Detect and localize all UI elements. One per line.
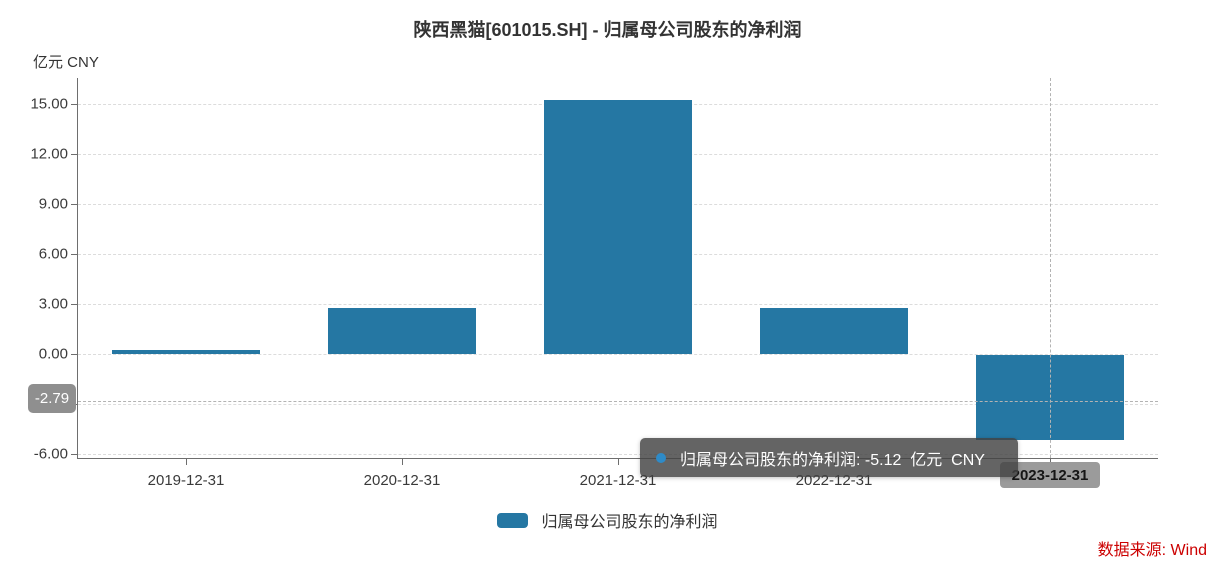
legend-label: 归属母公司股东的净利润 <box>541 514 718 531</box>
plot-area: 15.0012.009.006.003.000.00-3.00-6.002019… <box>30 78 1158 489</box>
y-axis-tick-label: 3.00 <box>38 295 68 313</box>
y-axis-tick-label: 15.00 <box>30 95 68 113</box>
y-axis-tick <box>71 154 77 155</box>
x-axis-tick <box>402 459 403 465</box>
y-axis-tick <box>71 454 77 455</box>
bar-2022-12-31[interactable] <box>760 307 908 354</box>
series-dot-icon <box>656 452 666 463</box>
gridline <box>78 354 1158 355</box>
legend-swatch-icon <box>497 512 529 528</box>
bar-2020-12-31[interactable] <box>328 308 476 354</box>
bar-2021-12-31[interactable] <box>544 100 692 354</box>
x-axis-tick <box>186 459 187 465</box>
tooltip-text: 归属母公司股东的净利润: -5.12 亿元 CNY <box>680 451 985 469</box>
gridline <box>78 404 1158 405</box>
x-axis-tick <box>618 459 619 465</box>
x-axis-tick-label: 2019-12-31 <box>147 472 225 489</box>
x-axis-line <box>77 458 1158 459</box>
y-axis-tick <box>71 254 77 255</box>
tooltip: 归属母公司股东的净利润: -5.12 亿元 CNY <box>640 438 1018 477</box>
y-axis-tick <box>71 204 77 205</box>
x-axis-tick-label: 2021-12-31 <box>579 472 657 489</box>
y-axis-tick-label: 0.00 <box>38 345 68 363</box>
y-axis-tick-label: 6.00 <box>38 245 68 263</box>
y-axis-tick-label: 12.00 <box>30 145 68 163</box>
y-axis-tick <box>71 304 77 305</box>
y-axis-tick <box>71 104 77 105</box>
y-axis-line <box>77 78 78 459</box>
y-axis-tick <box>71 354 77 355</box>
y-axis-tick-label: 9.00 <box>38 195 68 213</box>
x-axis-tick-label: 2020-12-31 <box>363 472 441 489</box>
crosshair-vertical-line <box>1050 78 1051 458</box>
data-source-note: 数据来源: Wind <box>1097 542 1207 559</box>
y-axis-tick-label: -6.00 <box>33 445 68 463</box>
gridline <box>78 454 1158 455</box>
legend-item[interactable]: 归属母公司股东的净利润 <box>0 508 1215 532</box>
bar-2019-12-31[interactable] <box>112 349 260 354</box>
crosshair-horizontal-line <box>78 400 1158 402</box>
chart-title: 陕西黑猫[601015.SH] - 归属母公司股东的净利润 <box>413 20 802 40</box>
y-axis-pointer-badge: -2.79 <box>28 384 76 413</box>
y-axis-unit-label: 亿元 CNY <box>33 54 99 71</box>
